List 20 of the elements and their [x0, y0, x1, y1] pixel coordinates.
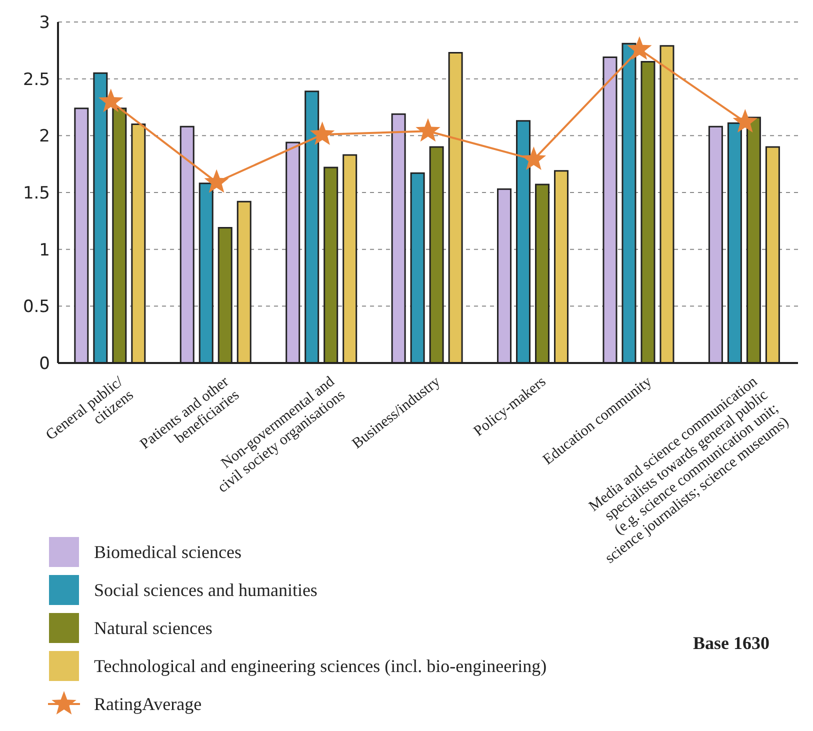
y-tick-label: 2: [39, 126, 50, 147]
y-tick-label: 3: [39, 13, 50, 34]
point: [310, 122, 335, 146]
point: [204, 169, 229, 193]
y-tick-label: 1: [39, 240, 50, 260]
y-tick-label: 1.5: [22, 184, 50, 204]
point: [732, 109, 758, 133]
point: [416, 118, 440, 142]
y-tick-label: 0.5: [22, 297, 50, 318]
legend-label: Social sciences and humanities: [94, 580, 318, 600]
legend-label: Biomedical sciences: [94, 542, 242, 562]
point: [521, 146, 546, 170]
y-tick-label: 0: [39, 354, 50, 374]
point: [98, 88, 124, 112]
y-tick-label: 2.5: [22, 70, 50, 90]
legend-label: Technological and engineering sciences (incl. bio-engineering): [94, 656, 547, 676]
text: Base 1630: [693, 633, 770, 654]
legend-label: RatingAverage: [94, 694, 202, 714]
legend-label: Natural sciences: [94, 618, 212, 638]
point: [627, 36, 652, 60]
